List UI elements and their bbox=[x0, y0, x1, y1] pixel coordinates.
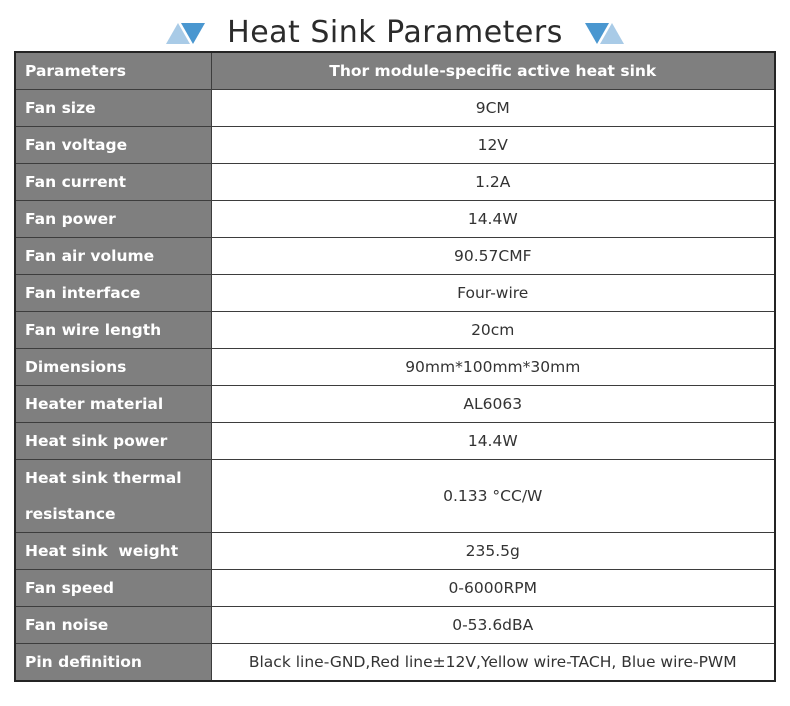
param-cell: Fan power bbox=[14, 200, 212, 238]
header-param-cell: Parameters bbox=[14, 51, 212, 90]
table-header-row: Parameters Thor module-specific active h… bbox=[14, 51, 776, 90]
title-decor-right bbox=[584, 20, 624, 44]
table-row: Fan size 9CM bbox=[14, 89, 776, 127]
param-cell: Fan current bbox=[14, 163, 212, 201]
table-row: Fan current 1.2A bbox=[14, 163, 776, 201]
table-row: Fan wire length 20cm bbox=[14, 311, 776, 349]
param-cell: Heat sink weight bbox=[14, 532, 212, 570]
value-cell: 0-53.6dBA bbox=[210, 606, 776, 644]
header-value-cell: Thor module-specific active heat sink bbox=[210, 51, 776, 90]
value-cell: Black line-GND,Red line±12V,Yellow wire-… bbox=[210, 643, 776, 682]
table-row: Fan interface Four-wire bbox=[14, 274, 776, 312]
table-row: Dimensions 90mm*100mm*30mm bbox=[14, 348, 776, 386]
table-row: Pin definition Black line-GND,Red line±1… bbox=[14, 643, 776, 682]
value-cell: 90mm*100mm*30mm bbox=[210, 348, 776, 386]
value-cell: 14.4W bbox=[210, 422, 776, 460]
param-cell: Heat sink thermal resistance bbox=[14, 459, 212, 533]
table-row: Heat sink weight 235.5g bbox=[14, 532, 776, 570]
param-cell: Fan wire length bbox=[14, 311, 212, 349]
value-cell: 12V bbox=[210, 126, 776, 164]
param-cell: Dimensions bbox=[14, 348, 212, 386]
spec-table-body: Parameters Thor module-specific active h… bbox=[14, 51, 776, 682]
spec-table: Parameters Thor module-specific active h… bbox=[14, 51, 776, 682]
param-cell: Fan voltage bbox=[14, 126, 212, 164]
value-cell: 90.57CMF bbox=[210, 237, 776, 275]
param-cell: Heat sink power bbox=[14, 422, 212, 460]
value-cell: 14.4W bbox=[210, 200, 776, 238]
table-row: Heat sink power 14.4W bbox=[14, 422, 776, 460]
triangle-up-light-icon bbox=[599, 23, 624, 44]
value-cell: 9CM bbox=[210, 89, 776, 127]
param-cell: Fan air volume bbox=[14, 237, 212, 275]
param-cell: Fan noise bbox=[14, 606, 212, 644]
table-row: Fan voltage 12V bbox=[14, 126, 776, 164]
table-row: Heater material AL6063 bbox=[14, 385, 776, 423]
title-decor-left bbox=[166, 20, 206, 44]
table-row: Heat sink thermal resistance 0.133 °CC/W bbox=[14, 459, 776, 533]
table-row: Fan noise 0-53.6dBA bbox=[14, 606, 776, 644]
table-row: Fan air volume 90.57CMF bbox=[14, 237, 776, 275]
value-cell: 0-6000RPM bbox=[210, 569, 776, 607]
param-cell: Fan interface bbox=[14, 274, 212, 312]
triangle-down-dark-icon bbox=[181, 23, 206, 44]
value-cell: Four-wire bbox=[210, 274, 776, 312]
table-row: Fan power 14.4W bbox=[14, 200, 776, 238]
value-cell: 20cm bbox=[210, 311, 776, 349]
page-title: Heat Sink Parameters bbox=[227, 14, 563, 50]
value-cell: 235.5g bbox=[210, 532, 776, 570]
param-cell: Fan speed bbox=[14, 569, 212, 607]
title-row: Heat Sink Parameters bbox=[0, 0, 790, 51]
table-row: Fan speed 0-6000RPM bbox=[14, 569, 776, 607]
value-cell: AL6063 bbox=[210, 385, 776, 423]
param-cell: Heater material bbox=[14, 385, 212, 423]
param-cell: Pin definition bbox=[14, 643, 212, 682]
param-cell: Fan size bbox=[14, 89, 212, 127]
value-cell: 0.133 °CC/W bbox=[210, 459, 776, 533]
value-cell: 1.2A bbox=[210, 163, 776, 201]
